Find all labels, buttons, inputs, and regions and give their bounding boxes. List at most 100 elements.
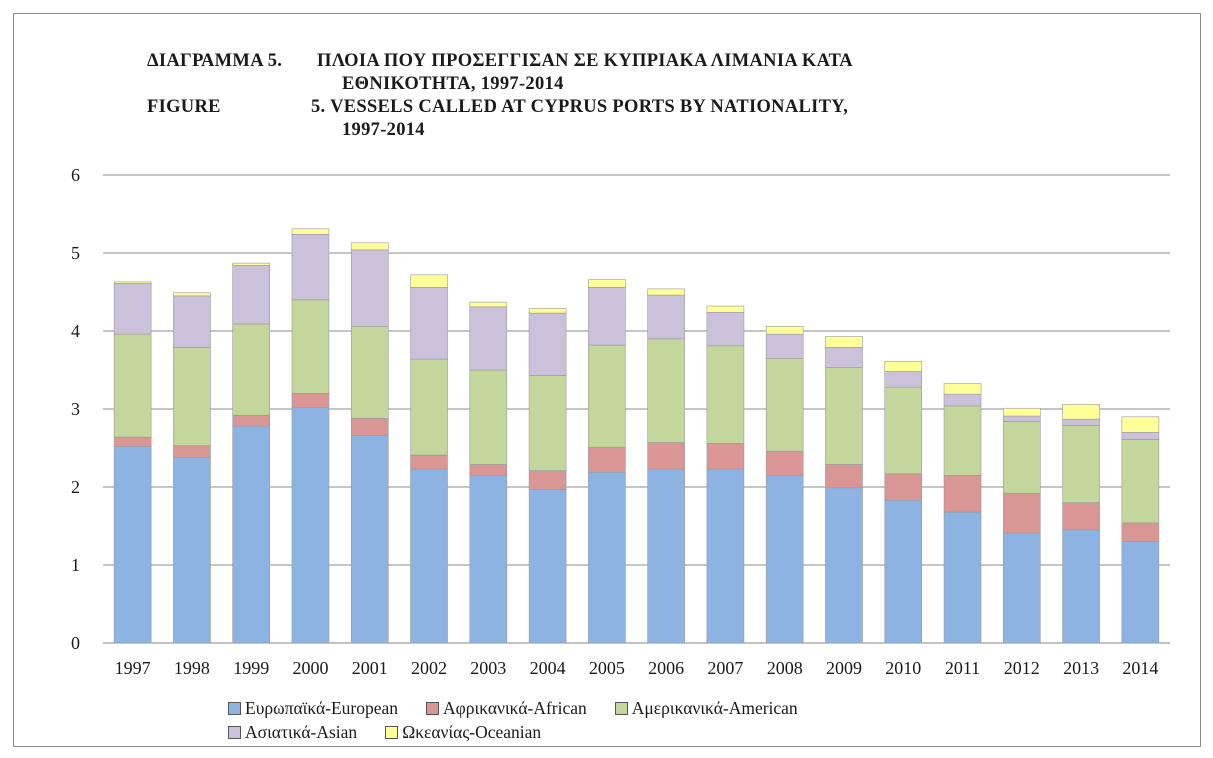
bar-segment bbox=[706, 468, 745, 644]
legend-row: Ασιατικά-Asian Ωκεανίας-Oceanian bbox=[228, 720, 798, 744]
bar-segment bbox=[291, 299, 330, 394]
legend-label: Ευρωπαϊκά-European bbox=[245, 697, 399, 718]
bar-segment bbox=[706, 345, 745, 444]
bar-segment bbox=[173, 445, 211, 458]
bar-segment bbox=[647, 288, 685, 296]
bar-segment bbox=[232, 262, 270, 266]
bar-segment bbox=[1003, 421, 1041, 494]
bar-segment bbox=[1121, 416, 1160, 433]
bar-segment bbox=[528, 470, 567, 490]
bar-segment bbox=[173, 457, 211, 644]
bar-segment bbox=[588, 344, 626, 448]
title-gr-label: ΔΙΑΓΡΑΜΜΑ 5. bbox=[147, 51, 283, 71]
bar-segment bbox=[1003, 415, 1041, 422]
bar-segment bbox=[232, 265, 270, 325]
x-tick-label: 2006 bbox=[648, 658, 684, 678]
x-tick-label: 2007 bbox=[707, 658, 743, 678]
bar-segment bbox=[173, 292, 211, 297]
bar-segment bbox=[1003, 532, 1041, 644]
legend-swatch bbox=[228, 701, 241, 715]
legend-item: Αμερικανικά-American bbox=[614, 697, 798, 719]
x-tick-label: 1997 bbox=[115, 658, 151, 678]
legend-item: Ευρωπαϊκά-European bbox=[228, 698, 398, 719]
bar-segment bbox=[291, 228, 330, 235]
y-tick-label: 2 bbox=[71, 477, 80, 497]
bar-segment bbox=[350, 418, 389, 436]
x-tick-label: 2000 bbox=[292, 658, 328, 678]
y-tick-label: 0 bbox=[71, 633, 80, 653]
legend-label: Αφρικανικά-African bbox=[443, 697, 587, 718]
bar-segment bbox=[113, 333, 152, 438]
title-en-label: FIGURE bbox=[147, 97, 221, 117]
bar-segment bbox=[291, 407, 330, 644]
bar-segment bbox=[825, 464, 863, 489]
bar-segment bbox=[647, 294, 685, 340]
bar-segment bbox=[1121, 541, 1160, 644]
bar-segment bbox=[588, 287, 626, 346]
x-tick-label: 2005 bbox=[589, 658, 625, 678]
bar-segment bbox=[1003, 407, 1041, 417]
bar-segment bbox=[765, 326, 804, 335]
bar-segment bbox=[469, 474, 508, 644]
bar-segment bbox=[943, 511, 982, 644]
bar-segment bbox=[113, 446, 152, 644]
legend-swatch bbox=[385, 725, 399, 739]
x-tick-label: 2002 bbox=[411, 658, 447, 678]
bar-segment bbox=[884, 473, 923, 501]
x-tick-label: 2012 bbox=[1004, 658, 1040, 678]
bars bbox=[113, 228, 1160, 644]
bar-segment bbox=[291, 233, 330, 301]
x-tick-label: 1999 bbox=[233, 658, 269, 678]
bar-segment bbox=[1062, 529, 1100, 644]
bar-segment bbox=[232, 425, 270, 644]
y-axis-ticks: 0 1 2 3 4 5 6 bbox=[71, 165, 80, 653]
y-tick-label: 5 bbox=[71, 243, 80, 263]
bar-segment bbox=[706, 305, 745, 313]
x-tick-label: 2010 bbox=[885, 658, 921, 678]
bar-segment bbox=[113, 281, 152, 284]
legend-row: Ευρωπαϊκά-European Αφρικανικά-African Αμερ… bbox=[228, 696, 798, 720]
gridlines bbox=[103, 174, 1170, 644]
bar-segment bbox=[469, 301, 508, 308]
bar-segment bbox=[1062, 404, 1100, 420]
bar-segment bbox=[1121, 522, 1160, 542]
y-tick-label: 4 bbox=[71, 321, 80, 341]
bar-segment bbox=[350, 326, 389, 419]
bar-segment bbox=[232, 414, 270, 427]
y-tick-label: 1 bbox=[71, 555, 80, 575]
bar-segment bbox=[350, 249, 389, 327]
bar-segment bbox=[943, 405, 982, 476]
bar-segment bbox=[706, 311, 745, 347]
bar-segment bbox=[528, 375, 567, 471]
bar-segment bbox=[825, 367, 863, 465]
y-tick-label: 6 bbox=[71, 165, 80, 185]
bar-segment bbox=[1121, 432, 1160, 440]
title-en-line2: 1997-2014 bbox=[342, 120, 425, 140]
bar-segment bbox=[588, 279, 626, 288]
title-en-line1: 5. VESSELS CALLED AT CYPRUS PORTS BY NAT… bbox=[311, 97, 849, 117]
bar-segment bbox=[884, 386, 923, 475]
x-tick-label: 2004 bbox=[530, 658, 566, 678]
x-tick-label: 2014 bbox=[1122, 658, 1158, 678]
y-tick-label: 3 bbox=[71, 399, 80, 419]
bar-segment bbox=[765, 474, 804, 644]
title-gr-line1: ΠΛΟΙΑ ΠΟΥ ΠΡΟΣΕΓΓΙΣΑΝ ΣΕ ΚΥΠΡΙΑΚΑ ΛΙΜΑΝΙ… bbox=[317, 51, 853, 71]
bar-segment bbox=[825, 347, 863, 368]
bar-segment bbox=[291, 393, 330, 408]
bar-segment bbox=[528, 312, 567, 376]
bar-segment bbox=[1062, 425, 1100, 503]
x-tick-label: 2013 bbox=[1063, 658, 1099, 678]
bar-segment bbox=[943, 393, 982, 407]
bar-segment bbox=[410, 274, 448, 288]
bar-segment bbox=[588, 471, 626, 644]
legend-item: Ασιατικά-Asian bbox=[228, 722, 357, 743]
bar-segment bbox=[1003, 492, 1041, 534]
bar-segment bbox=[825, 487, 863, 644]
legend-label: Αμερικανικά-American bbox=[631, 697, 798, 718]
bar-segment bbox=[528, 308, 567, 314]
bar-segment bbox=[173, 347, 211, 446]
bar-segment bbox=[647, 338, 685, 443]
bar-segment bbox=[469, 306, 508, 371]
bar-segment bbox=[410, 468, 448, 644]
